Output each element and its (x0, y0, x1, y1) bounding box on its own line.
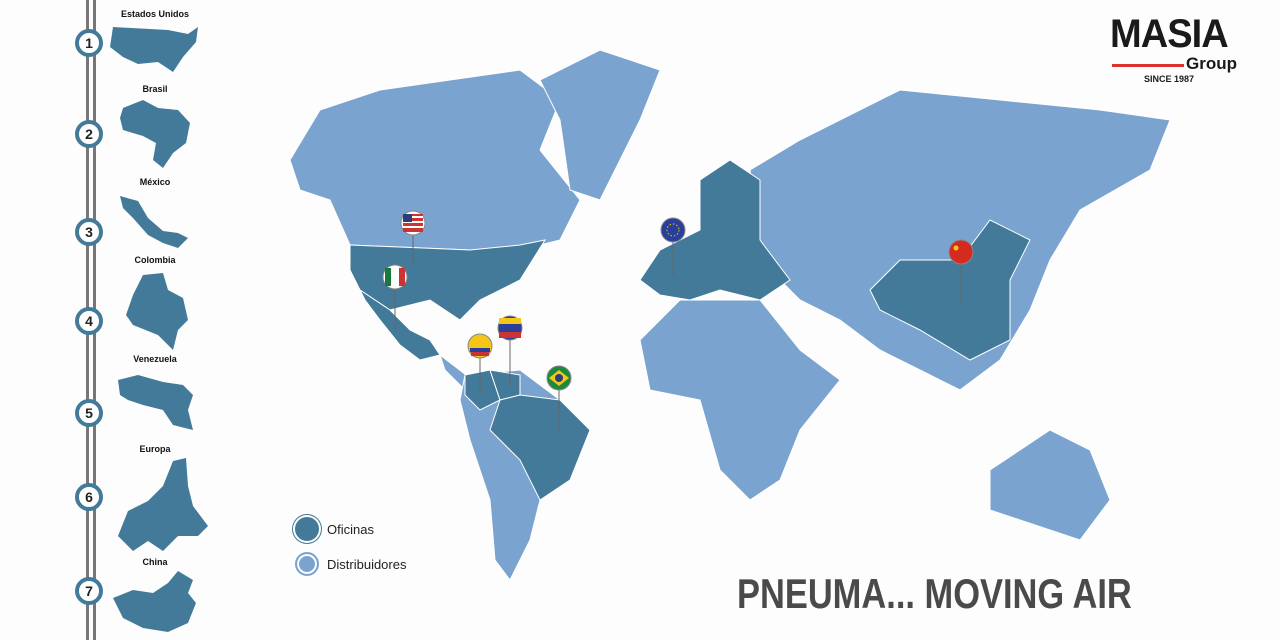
north-america (289, 69, 581, 251)
step-badge: 3 (75, 218, 103, 246)
legend-offices: Oficinas (295, 517, 374, 541)
china-flag-pin (948, 239, 974, 305)
legend-distributors-label: Distribuidores (327, 556, 407, 572)
distributors-swatch (295, 552, 319, 576)
usa-shape (110, 27, 198, 72)
usa (349, 239, 547, 321)
mexico-flag-pin (382, 264, 408, 330)
eu-flag-pin (660, 217, 686, 275)
country-label: Colombia (134, 255, 176, 265)
usa-flag-pin (400, 210, 426, 265)
tagline: PNEUMA... MOVING AIR (737, 570, 1132, 617)
country-label: México (139, 177, 171, 187)
africa (639, 299, 841, 501)
colombia-shape (126, 273, 188, 350)
legend-offices-label: Oficinas (327, 521, 374, 537)
step-badge: 4 (75, 307, 103, 335)
legend-distributors: Distribuidores (295, 552, 406, 576)
country-label: Brasil (142, 84, 168, 94)
greenland (539, 49, 661, 201)
step-badge: 1 (75, 29, 103, 57)
logo-since: SINCE 1987 (1144, 74, 1195, 84)
venezuela-flag-pin (497, 315, 523, 385)
brazil-shape (120, 100, 190, 168)
australia (989, 429, 1111, 541)
country-label: Europa (139, 444, 171, 454)
step-badge: 2 (75, 120, 103, 148)
venezuela-shape (118, 375, 193, 430)
country-label: China (142, 557, 168, 567)
offices-swatch (295, 517, 319, 541)
step-badge: 7 (75, 577, 103, 605)
logo-name: MASIA (1110, 12, 1229, 56)
masia-group-logo: MASIA Group SINCE 1987 (1110, 12, 1250, 84)
pins (382, 210, 974, 430)
step-badge: 5 (75, 399, 103, 427)
colombia-flag-pin (467, 333, 493, 395)
logo-red-bar (1112, 64, 1184, 67)
country-label: Venezuela (133, 354, 177, 364)
europe-shape (118, 458, 208, 551)
country-label: Estados Unidos (120, 9, 189, 19)
colombia (464, 369, 501, 411)
logo-sub: Group (1186, 54, 1237, 73)
step-badge: 6 (75, 483, 103, 511)
brazil-flag-pin (546, 365, 572, 430)
mexico-shape (120, 196, 188, 248)
brazil (489, 394, 591, 501)
mexico (358, 288, 441, 361)
china-shape (113, 571, 196, 632)
china (869, 219, 1031, 361)
